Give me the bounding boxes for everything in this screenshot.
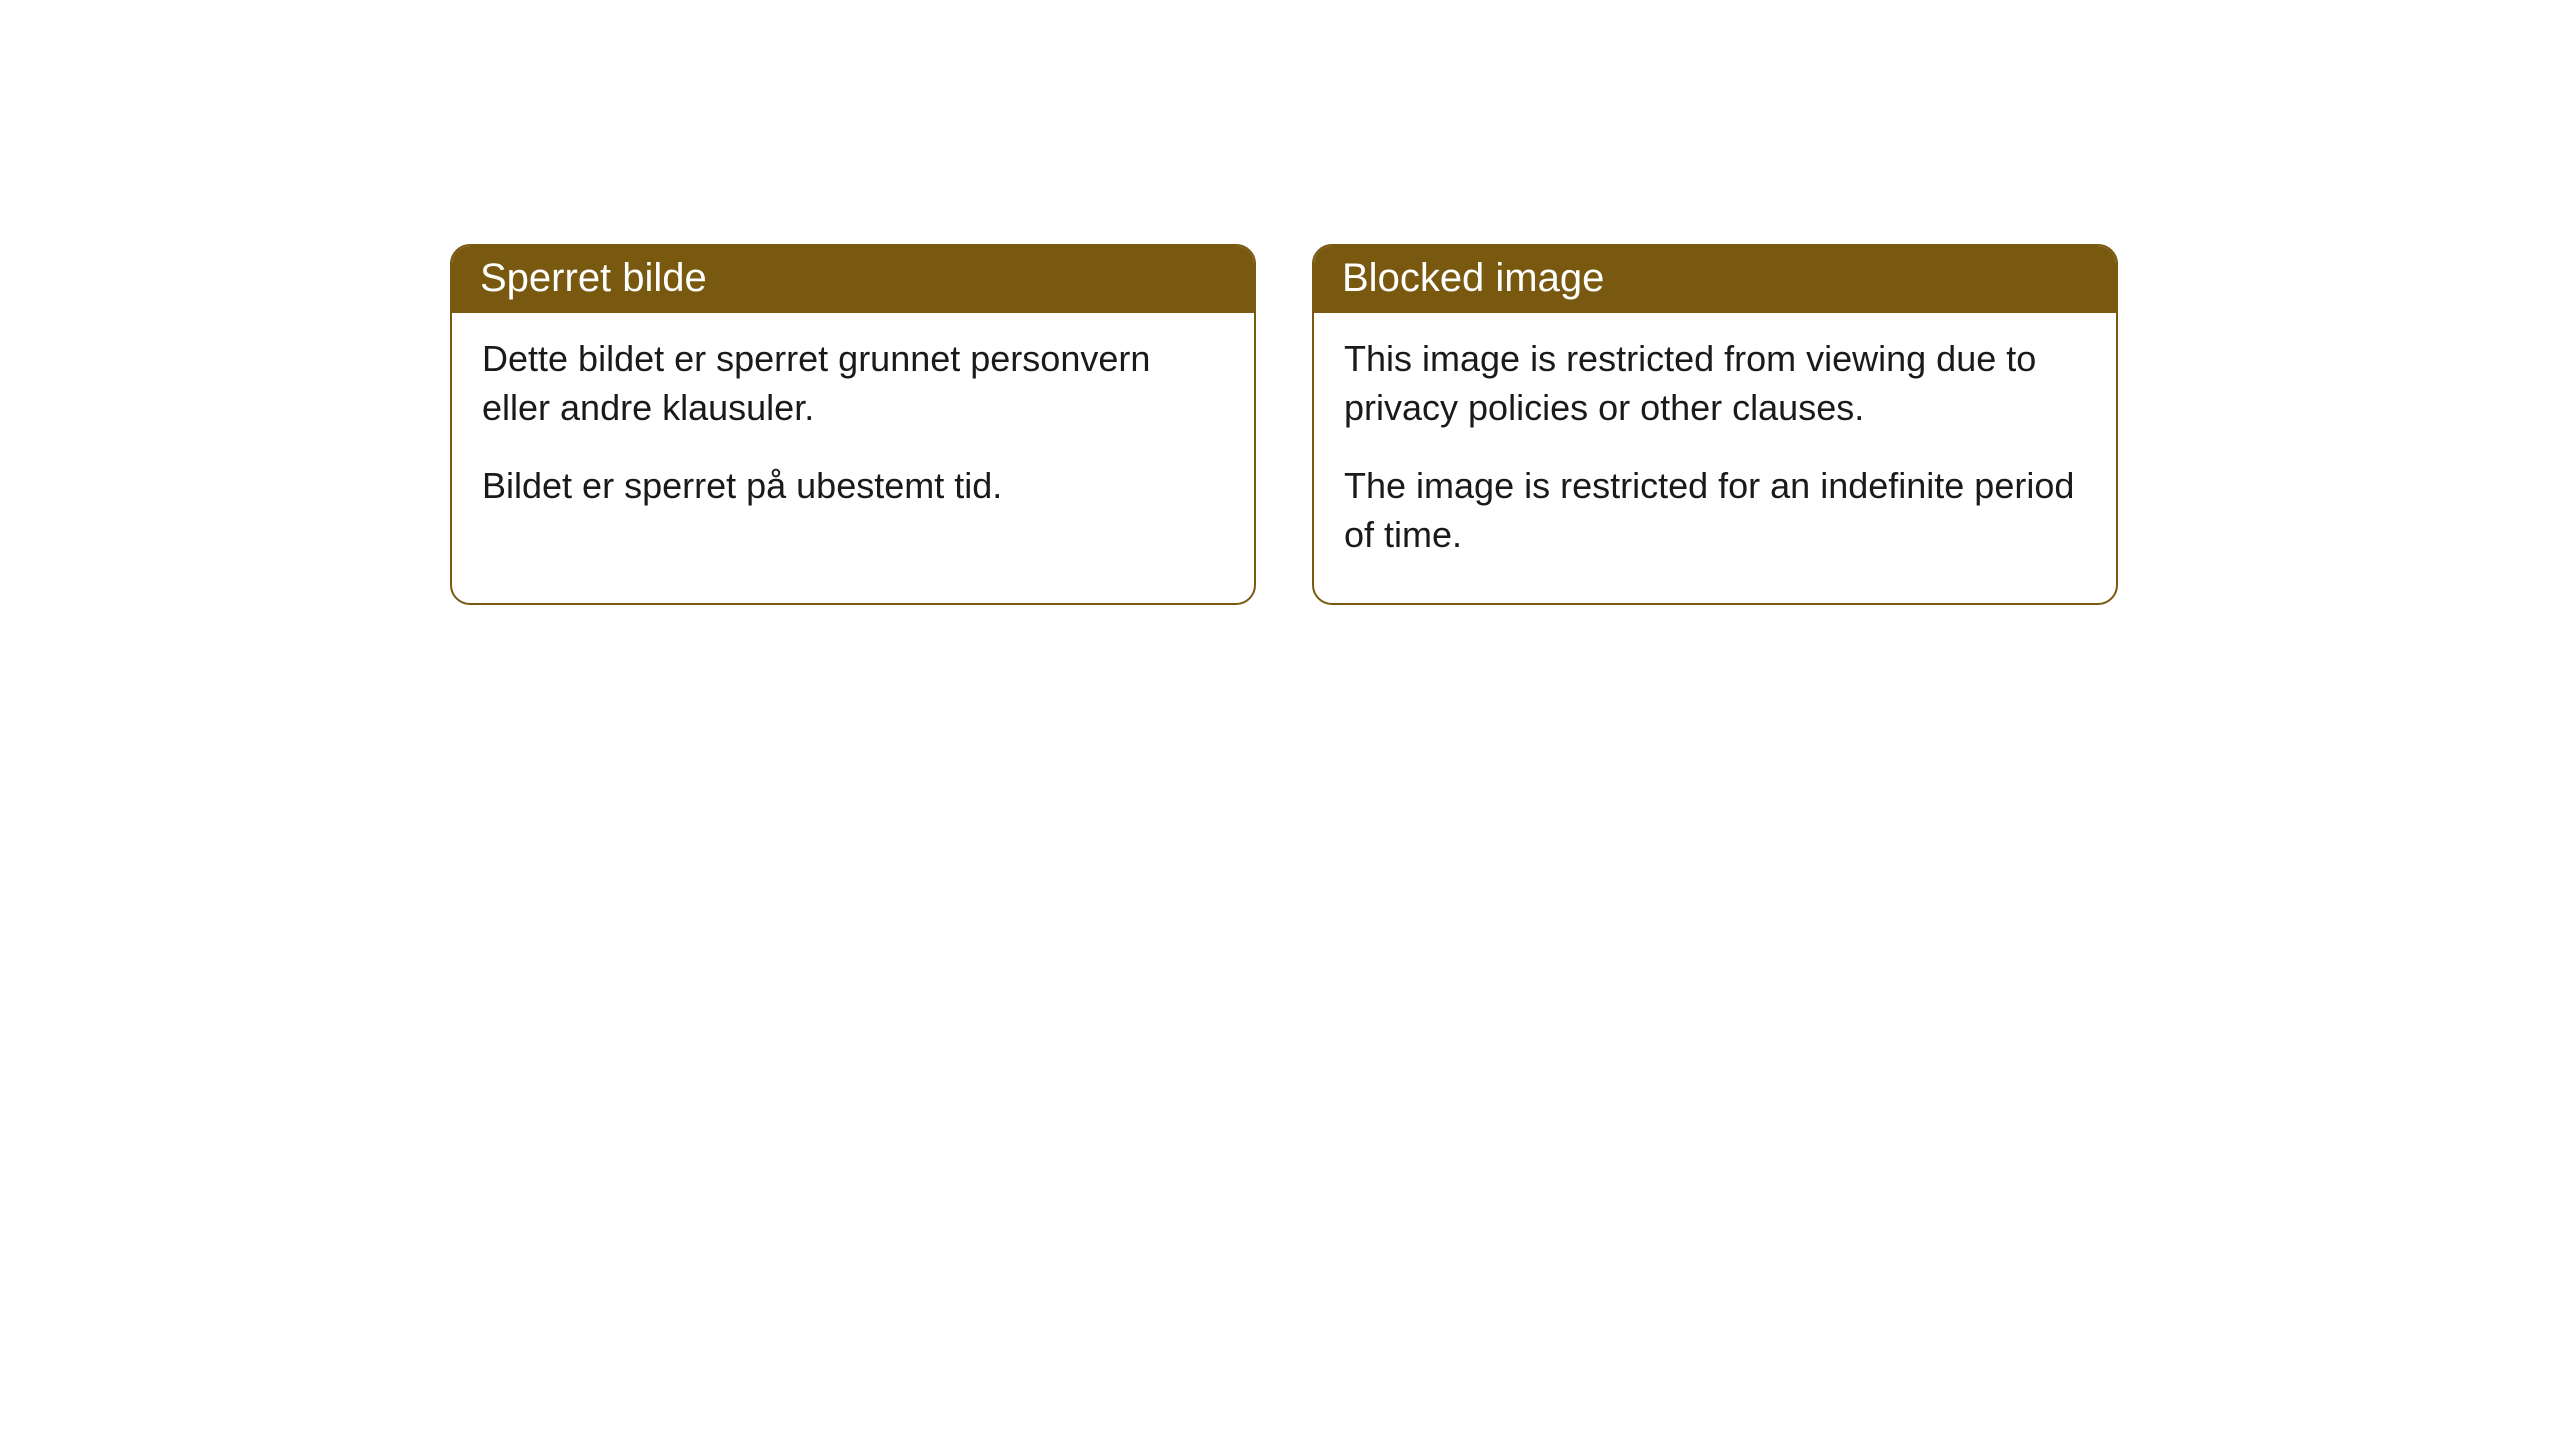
card-paragraph-2-en: The image is restricted for an indefinit… [1344,462,2086,559]
blocked-image-card-en: Blocked image This image is restricted f… [1312,244,2118,605]
card-paragraph-2-no: Bildet er sperret på ubestemt tid. [482,462,1224,511]
card-header-no: Sperret bilde [452,246,1254,313]
card-body-no: Dette bildet er sperret grunnet personve… [452,313,1254,555]
card-paragraph-1-no: Dette bildet er sperret grunnet personve… [482,335,1224,432]
blocked-image-card-no: Sperret bilde Dette bildet er sperret gr… [450,244,1256,605]
card-header-en: Blocked image [1314,246,2116,313]
cards-container: Sperret bilde Dette bildet er sperret gr… [450,244,2118,605]
card-body-en: This image is restricted from viewing du… [1314,313,2116,603]
card-paragraph-1-en: This image is restricted from viewing du… [1344,335,2086,432]
